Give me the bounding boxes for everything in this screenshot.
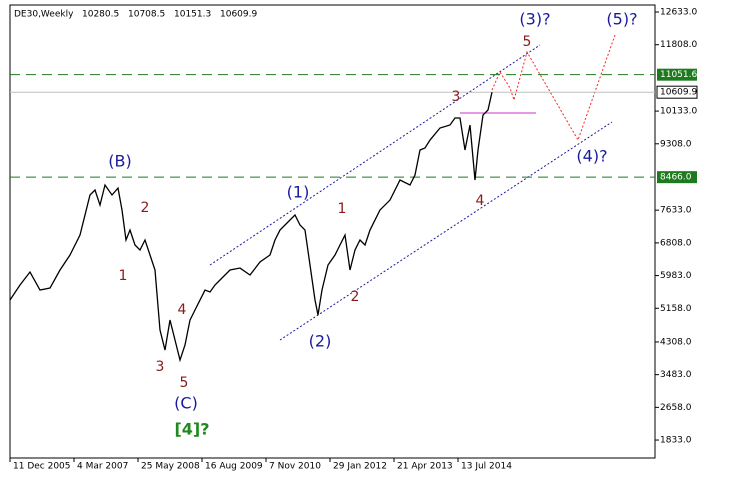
x-tick-label: 13 Jul 2014 <box>461 462 512 472</box>
x-tick-label: 25 May 2008 <box>141 462 200 472</box>
y-tick-label: 3483.0 <box>660 370 692 380</box>
plot-frame <box>9 4 656 459</box>
level-box <box>657 171 697 184</box>
y-tick-label: 5158.0 <box>660 304 692 314</box>
annotation: 2 <box>141 200 150 216</box>
annotation: 3 <box>156 359 165 375</box>
annotation: [4]? <box>174 420 209 439</box>
y-tick-label: 10133.0 <box>660 107 697 117</box>
ohlc-value: 10708.5 <box>128 10 165 20</box>
y-tick-label: 9308.0 <box>660 139 692 149</box>
price-box <box>656 85 698 99</box>
channel-line <box>209 44 541 266</box>
annotation: (C) <box>174 394 198 413</box>
y-tick-label: 2658.0 <box>660 403 692 413</box>
ohlc-value: 10151.3 <box>174 10 211 20</box>
y-tick-label: 1833.0 <box>660 436 692 446</box>
price-label: 10609.9 <box>660 88 697 98</box>
annotation: (1) <box>287 183 310 202</box>
annotation: 2 <box>351 289 360 305</box>
price-series <box>9 92 493 363</box>
y-tick-label: 11808.0 <box>660 40 697 50</box>
annotation: (5)? <box>606 10 637 29</box>
annotation: 1 <box>338 201 347 217</box>
annotation: 1 <box>119 268 128 284</box>
x-tick-label: 11 Dec 2005 <box>13 462 71 472</box>
x-tick-label: 7 Nov 2010 <box>269 462 321 472</box>
x-tick-label: 29 Jan 2012 <box>333 462 387 472</box>
annotation: 5 <box>523 34 532 50</box>
y-tick-label: 7633.0 <box>660 206 692 216</box>
annotation: (3)? <box>519 10 550 29</box>
y-tick-label: 12633.0 <box>660 8 697 18</box>
annotation: 4 <box>178 302 187 318</box>
ohlc-value: 10280.5 <box>82 10 119 20</box>
y-tick-label: 6808.0 <box>660 238 692 248</box>
ohlc-value: 10609.9 <box>220 10 257 20</box>
y-tick-label: 4308.0 <box>660 337 692 347</box>
annotation: 4 <box>476 193 485 209</box>
chart-title: DE30,Weekly <box>14 10 74 20</box>
y-tick-label: 5983.0 <box>660 271 692 281</box>
annotation: 3 <box>452 89 461 105</box>
annotation: 5 <box>180 375 189 391</box>
annotation: (B) <box>108 152 131 171</box>
level-box <box>657 68 697 81</box>
x-tick-label: 16 Aug 2009 <box>205 462 263 472</box>
annotation: (4)? <box>576 147 607 166</box>
forecast-path <box>491 34 616 142</box>
x-tick-label: 4 Mar 2007 <box>77 462 128 472</box>
level-label: 11051.6 <box>660 70 697 80</box>
annotation: (2) <box>309 332 332 351</box>
channel-line <box>279 121 613 341</box>
level-label: 8466.0 <box>660 173 692 183</box>
x-tick-label: 21 Apr 2013 <box>397 462 453 472</box>
